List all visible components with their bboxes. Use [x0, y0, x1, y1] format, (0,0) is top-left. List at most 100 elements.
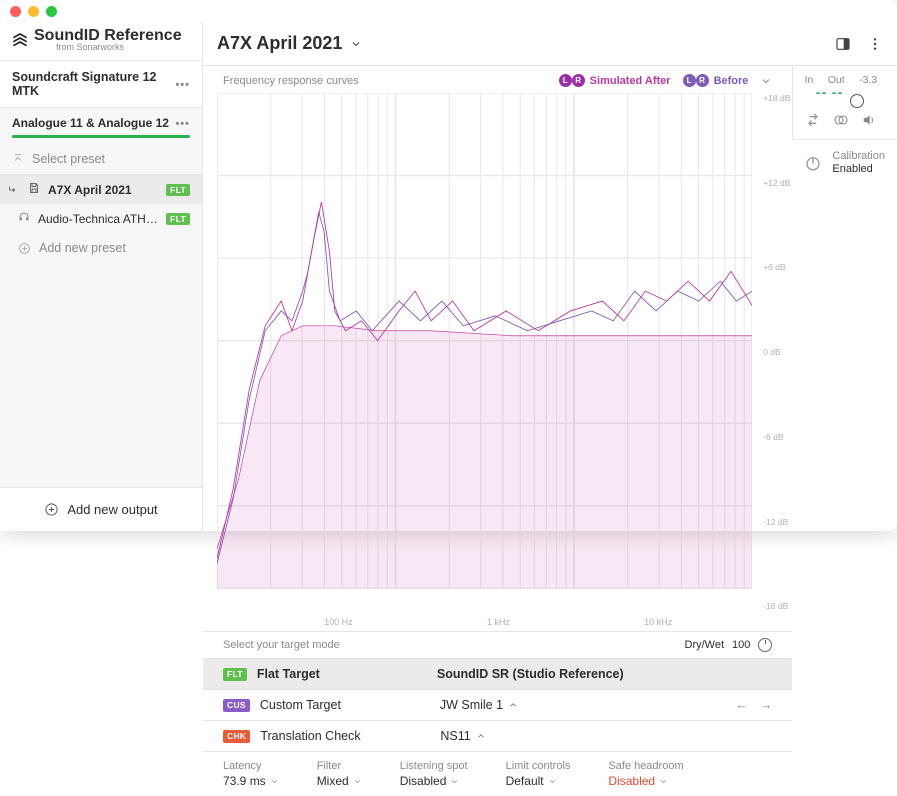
- save-icon: [28, 182, 40, 197]
- chevron-down-icon: [659, 777, 668, 786]
- preset-item[interactable]: A7X April 2021 FLT: [0, 175, 202, 204]
- input-meter: [816, 92, 826, 94]
- flt-badge: FLT: [166, 184, 190, 196]
- traffic-light-close[interactable]: [10, 6, 21, 17]
- add-preset-label: Add new preset: [39, 241, 126, 255]
- flt-badge: FLT: [166, 213, 190, 225]
- channel-menu-icon[interactable]: [175, 116, 190, 130]
- target-mode-row[interactable]: FLT Flat TargetSoundID SR (Studio Referen…: [203, 658, 792, 689]
- channel-name: Analogue 11 & Analogue 12: [12, 116, 169, 130]
- add-output-button[interactable]: Add new output: [0, 487, 202, 531]
- next-arrow-icon[interactable]: →: [760, 698, 773, 712]
- status-value: Default: [506, 774, 571, 788]
- chevron-up-icon[interactable]: [508, 700, 518, 710]
- status-label: Safe headroom: [608, 760, 683, 772]
- calibration-label: Calibration: [832, 150, 885, 163]
- calibration-toggle[interactable]: Calibration Enabled: [792, 139, 897, 186]
- status-label: Listening spot: [400, 760, 468, 772]
- mode-badge: CUS: [223, 699, 250, 712]
- status-item[interactable]: Latency 73.9 ms: [223, 760, 279, 788]
- legend-simulated-after[interactable]: LR Simulated After: [559, 74, 671, 87]
- status-bar: Latency 73.9 ms Filter Mixed Listening spo…: [203, 751, 792, 796]
- status-item[interactable]: Safe headroom Disabled: [608, 760, 683, 788]
- plus-circle-icon: [18, 242, 31, 255]
- brand-block: SoundID Reference from Sonarworks: [0, 22, 202, 61]
- status-value: 73.9 ms: [223, 774, 279, 788]
- meter-out-label: Out: [828, 74, 845, 86]
- target-mode-row[interactable]: CUS Custom TargetJW Smile 1 ← →: [203, 689, 792, 720]
- calibration-state: Enabled: [832, 163, 885, 176]
- chevron-down-icon: [548, 777, 557, 786]
- preset-collapse[interactable]: Select preset: [0, 144, 202, 175]
- swap-icon[interactable]: [805, 112, 821, 131]
- chevron-up-icon[interactable]: [476, 731, 486, 741]
- graph-legend-label: Frequency response curves: [223, 75, 359, 87]
- speaker-icon[interactable]: [861, 112, 877, 131]
- chevron-down-icon[interactable]: [760, 75, 772, 87]
- mode-preset: SoundID SR (Studio Reference): [437, 667, 624, 681]
- preset-select-label: Select preset: [32, 152, 105, 166]
- mono-icon[interactable]: [833, 112, 849, 131]
- headphones-icon: [18, 211, 30, 226]
- mode-badge: CHK: [223, 730, 250, 743]
- preset-label: Audio-Technica ATH-M...: [38, 212, 158, 226]
- status-value: Disabled: [608, 774, 683, 788]
- plus-circle-icon: [44, 502, 59, 517]
- graph-legend: LR Simulated After LR Before: [559, 74, 773, 87]
- panel-toggle-icon[interactable]: [835, 36, 851, 52]
- traffic-light-max[interactable]: [46, 6, 57, 17]
- profile-title: A7X April 2021: [217, 33, 342, 54]
- meter-in-label: In: [805, 74, 814, 86]
- brand-logo-icon: [12, 32, 28, 48]
- status-item[interactable]: Listening spot Disabled: [400, 760, 468, 788]
- power-icon: [804, 154, 822, 172]
- status-value: Mixed: [317, 774, 362, 788]
- chevron-down-icon: [450, 777, 459, 786]
- chevron-down-icon: [353, 777, 362, 786]
- content-header: A7X April 2021: [203, 22, 897, 66]
- mode-name: Flat Target: [257, 667, 437, 681]
- device-name: Soundcraft Signature 12 MTK: [12, 70, 175, 98]
- graph-area: Frequency response curves LR Simulated A…: [203, 66, 792, 531]
- status-item[interactable]: Filter Mixed: [317, 760, 362, 788]
- sidebar: SoundID Reference from Sonarworks Soundc…: [0, 22, 202, 531]
- mode-name: Custom Target: [260, 698, 440, 712]
- mode-name: Translation Check: [260, 729, 440, 743]
- traffic-light-min[interactable]: [28, 6, 39, 17]
- frequency-response-chart[interactable]: +18 dB+12 dB+6 dB0 dB-6 dB-12 dB-18 dB 1…: [217, 93, 752, 631]
- target-mode-header: Select your target mode Dry/Wet 100: [203, 631, 792, 658]
- preset-label: A7X April 2021: [48, 183, 132, 197]
- collapse-icon: [12, 153, 24, 165]
- drywet-label: Dry/Wet: [685, 639, 725, 651]
- target-mode-row[interactable]: CHK Translation CheckNS11: [203, 720, 792, 751]
- add-preset-button[interactable]: Add new preset: [0, 233, 202, 263]
- device-selector[interactable]: Soundcraft Signature 12 MTK: [0, 61, 202, 108]
- status-item[interactable]: Limit controls Default: [506, 760, 571, 788]
- legend-before[interactable]: LR Before: [683, 74, 749, 87]
- add-output-label: Add new output: [67, 502, 157, 517]
- chevron-down-icon[interactable]: [350, 38, 362, 50]
- status-label: Filter: [317, 760, 362, 772]
- prev-arrow-icon[interactable]: ←: [735, 698, 748, 712]
- preset-item[interactable]: Audio-Technica ATH-M... FLT: [0, 204, 202, 233]
- drywet-knob[interactable]: [758, 638, 772, 652]
- meter-panel: In Out -3.3: [792, 66, 897, 531]
- output-meter: [832, 92, 842, 94]
- channel-underline: [12, 135, 190, 138]
- drywet-value: 100: [732, 639, 750, 651]
- window-titlebar: [0, 0, 897, 22]
- more-vert-icon[interactable]: [867, 36, 883, 52]
- meter-db-value: -3.3: [859, 74, 877, 86]
- chevron-down-icon: [270, 777, 279, 786]
- status-label: Latency: [223, 760, 279, 772]
- device-menu-icon[interactable]: [175, 77, 190, 91]
- mode-preset: NS11: [440, 729, 485, 743]
- brand-sub: from Sonarworks: [56, 42, 182, 52]
- content-pane: A7X April 2021 Frequency response curves…: [202, 22, 897, 531]
- status-value: Disabled: [400, 774, 468, 788]
- status-label: Limit controls: [506, 760, 571, 772]
- mode-preset: JW Smile 1: [440, 698, 518, 712]
- channel-selector[interactable]: Analogue 11 & Analogue 12: [0, 108, 202, 135]
- volume-slider[interactable]: [848, 92, 866, 94]
- mode-badge: FLT: [223, 668, 247, 681]
